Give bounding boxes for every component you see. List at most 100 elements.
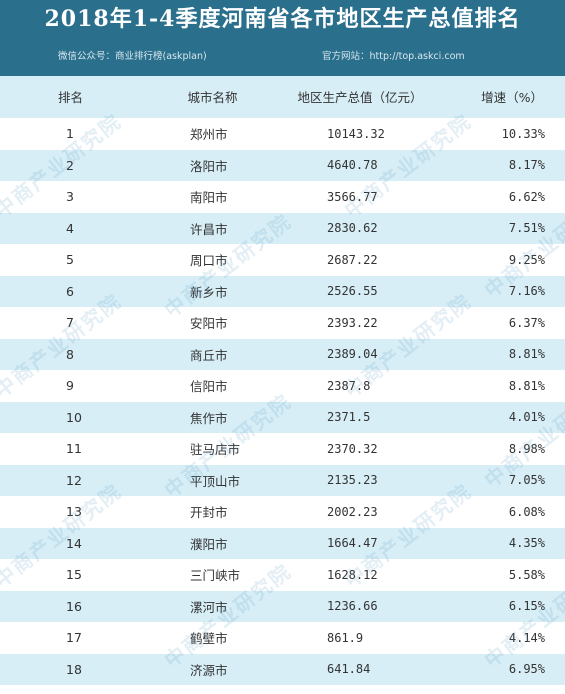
growth-cell: 8.17%: [435, 149, 565, 181]
table-row: 11 驻马店市 2370.32 8.98%: [0, 433, 565, 465]
column-header-city: 城市名称: [140, 76, 285, 118]
column-header-rank: 排名: [0, 76, 140, 118]
gdp-cell: 2526.55: [285, 275, 435, 307]
gdp-cell: 1628.12: [285, 559, 435, 591]
table-row: 2 洛阳市 4640.78 8.17%: [0, 149, 565, 181]
gdp-cell: 2135.23: [285, 464, 435, 496]
gdp-cell: 10143.32: [285, 118, 435, 150]
city-cell: 平顶山市: [140, 464, 285, 496]
city-cell: 南阳市: [140, 181, 285, 213]
gdp-cell: 2387.8: [285, 370, 435, 402]
header-banner: 2018年1-4季度河南省各市地区生产总值排名 微信公众号：商业排行榜(askp…: [0, 0, 565, 76]
growth-cell: 4.01%: [435, 401, 565, 433]
gdp-cell: 4640.78: [285, 149, 435, 181]
page-title: 2018年1-4季度河南省各市地区生产总值排名: [44, 6, 521, 32]
table-row: 8 商丘市 2389.04 8.81%: [0, 338, 565, 370]
rank-cell: 13: [0, 496, 140, 528]
table-row: 6 新乡市 2526.55 7.16%: [0, 275, 565, 307]
growth-cell: 7.16%: [435, 275, 565, 307]
rank-cell: 9: [0, 370, 140, 402]
growth-cell: 7.05%: [435, 464, 565, 496]
growth-cell: 7.51%: [435, 212, 565, 244]
gdp-cell: 2687.22: [285, 244, 435, 276]
growth-cell: 6.95%: [435, 653, 565, 685]
table-row: 16 漯河市 1236.66 6.15%: [0, 590, 565, 622]
gdp-cell: 1664.47: [285, 527, 435, 559]
gdp-cell: 2830.62: [285, 212, 435, 244]
city-cell: 濮阳市: [140, 527, 285, 559]
rank-cell: 15: [0, 559, 140, 591]
rank-cell: 11: [0, 433, 140, 465]
city-cell: 三门峡市: [140, 559, 285, 591]
city-cell: 郑州市: [140, 118, 285, 150]
city-cell: 焦作市: [140, 401, 285, 433]
growth-cell: 8.81%: [435, 338, 565, 370]
rank-cell: 4: [0, 212, 140, 244]
table-row: 7 安阳市 2393.22 6.37%: [0, 307, 565, 339]
gdp-cell: 2371.5: [285, 401, 435, 433]
city-cell: 洛阳市: [140, 149, 285, 181]
city-cell: 驻马店市: [140, 433, 285, 465]
city-cell: 济源市: [140, 653, 285, 685]
growth-cell: 6.08%: [435, 496, 565, 528]
city-cell: 安阳市: [140, 307, 285, 339]
rank-cell: 3: [0, 181, 140, 213]
gdp-cell: 2389.04: [285, 338, 435, 370]
growth-cell: 6.15%: [435, 590, 565, 622]
table-header-row: 排名 城市名称 地区生产总值（亿元） 增速（%）: [0, 76, 565, 118]
table-row: 17 鹤壁市 861.9 4.14%: [0, 622, 565, 654]
rank-cell: 10: [0, 401, 140, 433]
gdp-cell: 2370.32: [285, 433, 435, 465]
wechat-account-text: 微信公众号：商业排行榜(askplan): [58, 51, 207, 62]
growth-cell: 9.25%: [435, 244, 565, 276]
table-row: 4 许昌市 2830.62 7.51%: [0, 212, 565, 244]
city-cell: 商丘市: [140, 338, 285, 370]
gdp-cell: 1236.66: [285, 590, 435, 622]
growth-cell: 8.98%: [435, 433, 565, 465]
city-cell: 许昌市: [140, 212, 285, 244]
rank-cell: 8: [0, 338, 140, 370]
table-row: 3 南阳市 3566.77 6.62%: [0, 181, 565, 213]
column-header-gdp: 地区生产总值（亿元）: [285, 76, 435, 118]
gdp-cell: 641.84: [285, 653, 435, 685]
website-text: 官方网站：http://top.askci.com: [322, 51, 465, 62]
gdp-ranking-table: 排名 城市名称 地区生产总值（亿元） 增速（%） 1 郑州市 10143.32 10.…: [0, 76, 565, 685]
city-cell: 周口市: [140, 244, 285, 276]
column-header-growth: 增速（%）: [435, 76, 565, 118]
gdp-cell: 2393.22: [285, 307, 435, 339]
table-row: 12 平顶山市 2135.23 7.05%: [0, 464, 565, 496]
city-cell: 漯河市: [140, 590, 285, 622]
rank-cell: 14: [0, 527, 140, 559]
table-row: 1 郑州市 10143.32 10.33%: [0, 118, 565, 150]
city-cell: 新乡市: [140, 275, 285, 307]
city-cell: 信阳市: [140, 370, 285, 402]
city-cell: 鹤壁市: [140, 622, 285, 654]
table-row: 10 焦作市 2371.5 4.01%: [0, 401, 565, 433]
city-cell: 开封市: [140, 496, 285, 528]
rank-cell: 18: [0, 653, 140, 685]
growth-cell: 5.58%: [435, 559, 565, 591]
table-row: 14 濮阳市 1664.47 4.35%: [0, 527, 565, 559]
table-body: 1 郑州市 10143.32 10.33% 2 洛阳市 4640.78 8.17% 3 南阳市 35…: [0, 118, 565, 685]
table-row: 18 济源市 641.84 6.95%: [0, 653, 565, 685]
rank-cell: 6: [0, 275, 140, 307]
growth-cell: 10.33%: [435, 118, 565, 150]
gdp-cell: 3566.77: [285, 181, 435, 213]
table-row: 15 三门峡市 1628.12 5.58%: [0, 559, 565, 591]
gdp-cell: 2002.23: [285, 496, 435, 528]
gdp-cell: 861.9: [285, 622, 435, 654]
table-row: 13 开封市 2002.23 6.08%: [0, 496, 565, 528]
rank-cell: 17: [0, 622, 140, 654]
rank-cell: 5: [0, 244, 140, 276]
growth-cell: 6.62%: [435, 181, 565, 213]
rank-cell: 2: [0, 149, 140, 181]
rank-cell: 7: [0, 307, 140, 339]
rank-cell: 1: [0, 118, 140, 150]
growth-cell: 4.35%: [435, 527, 565, 559]
rank-cell: 12: [0, 464, 140, 496]
growth-cell: 4.14%: [435, 622, 565, 654]
table-row: 5 周口市 2687.22 9.25%: [0, 244, 565, 276]
rank-cell: 16: [0, 590, 140, 622]
growth-cell: 6.37%: [435, 307, 565, 339]
growth-cell: 8.81%: [435, 370, 565, 402]
